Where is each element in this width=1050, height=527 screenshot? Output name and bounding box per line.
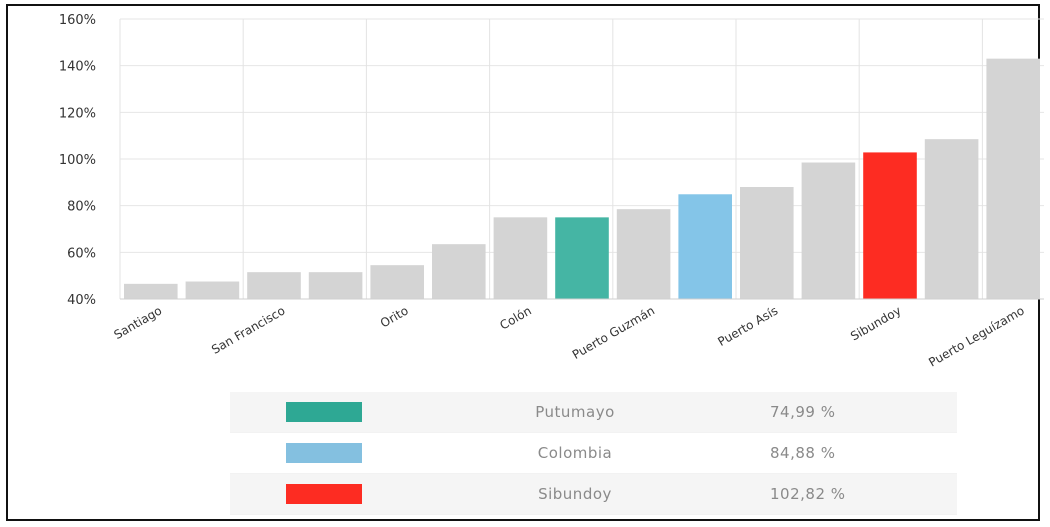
bar — [185, 281, 240, 299]
bar — [247, 272, 301, 299]
y-tick-label: 120% — [59, 106, 96, 121]
legend-value: 74,99 % — [770, 403, 836, 421]
x-tick-label: Sibundoy — [848, 303, 903, 343]
y-tick-label: 140% — [59, 60, 96, 75]
legend-row-sibundoy: Sibundoy 102,82 % — [230, 474, 957, 515]
bar — [432, 244, 486, 299]
bar — [370, 265, 424, 299]
y-tick-label: 40% — [67, 293, 96, 308]
bar — [678, 194, 732, 299]
legend-name: Sibundoy — [538, 485, 612, 503]
x-tick-label: San Francisco — [209, 303, 287, 356]
x-tick-label: Puerto Leguízamo — [926, 303, 1026, 369]
bar — [493, 217, 548, 299]
x-tick-label: Puerto Guzmán — [570, 303, 657, 361]
bar-chart: 40% 60% 80% 100% 120% 140% 160% Santiago San Fra… — [59, 13, 1044, 370]
x-tick-label: Orito — [378, 303, 411, 330]
bar — [740, 187, 794, 299]
bar — [124, 283, 178, 299]
legend-swatch-colombia — [286, 443, 362, 463]
bar — [308, 272, 363, 299]
legend-row-colombia: Colombia 84,88 % — [230, 433, 957, 474]
x-tick-label: Puerto Asís — [715, 303, 780, 349]
y-tick-label: 100% — [59, 153, 96, 168]
legend-swatch-putumayo — [286, 402, 362, 422]
bar — [616, 209, 671, 299]
bar — [863, 152, 917, 299]
legend-name: Putumayo — [535, 403, 615, 421]
bar — [986, 58, 1040, 299]
bar — [924, 139, 979, 299]
x-tick-label: Colón — [497, 303, 533, 332]
legend-value: 84,88 % — [770, 444, 836, 462]
bar — [801, 162, 856, 299]
legend-table: Putumayo 74,99 % Colombia 84,88 % Sibund… — [230, 392, 957, 515]
legend-value: 102,82 % — [770, 485, 846, 503]
bar — [555, 217, 609, 299]
y-tick-label: 60% — [67, 246, 96, 261]
legend-name: Colombia — [537, 444, 613, 462]
y-tick-label: 80% — [67, 200, 96, 215]
y-tick-label: 160% — [59, 13, 96, 28]
x-tick-label: Santiago — [111, 303, 164, 342]
legend-swatch-sibundoy — [286, 484, 362, 504]
legend-row-putumayo: Putumayo 74,99 % — [230, 392, 957, 433]
